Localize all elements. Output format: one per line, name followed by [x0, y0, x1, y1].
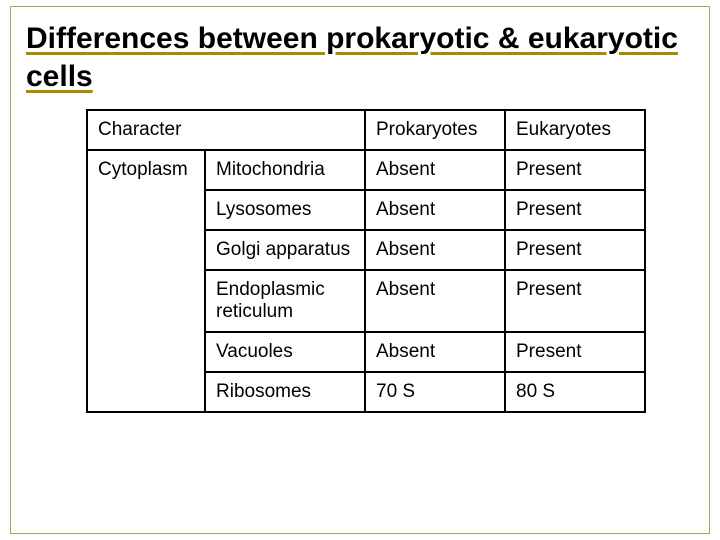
- prokaryote-cell: 70 S: [365, 372, 505, 412]
- feature-cell: Vacuoles: [205, 332, 365, 372]
- group-label-cytoplasm: Cytoplasm: [87, 150, 205, 190]
- table-header-row: Character Prokaryotes Eukaryotes: [87, 110, 645, 150]
- group-label-empty: [87, 230, 205, 270]
- prokaryote-cell: Absent: [365, 270, 505, 332]
- prokaryote-cell: Absent: [365, 150, 505, 190]
- eukaryote-cell: 80 S: [505, 372, 645, 412]
- header-eukaryotes: Eukaryotes: [505, 110, 645, 150]
- eukaryote-cell: Present: [505, 150, 645, 190]
- table-row: Endoplasmic reticulum Absent Present: [87, 270, 645, 332]
- table-row: Lysosomes Absent Present: [87, 190, 645, 230]
- table-row: Vacuoles Absent Present: [87, 332, 645, 372]
- comparison-table: Character Prokaryotes Eukaryotes Cytopla…: [86, 109, 646, 413]
- header-prokaryotes: Prokaryotes: [365, 110, 505, 150]
- table-row: Ribosomes 70 S 80 S: [87, 372, 645, 412]
- group-label-empty: [87, 270, 205, 332]
- group-label-empty: [87, 372, 205, 412]
- eukaryote-cell: Present: [505, 230, 645, 270]
- eukaryote-cell: Present: [505, 190, 645, 230]
- eukaryote-cell: Present: [505, 332, 645, 372]
- header-character: Character: [87, 110, 365, 150]
- table-row: Cytoplasm Mitochondria Absent Present: [87, 150, 645, 190]
- feature-cell: Golgi apparatus: [205, 230, 365, 270]
- prokaryote-cell: Absent: [365, 190, 505, 230]
- feature-cell: Endoplasmic reticulum: [205, 270, 365, 332]
- eukaryote-cell: Present: [505, 270, 645, 332]
- feature-cell: Lysosomes: [205, 190, 365, 230]
- prokaryote-cell: Absent: [365, 332, 505, 372]
- table-row: Golgi apparatus Absent Present: [87, 230, 645, 270]
- group-label-empty: [87, 190, 205, 230]
- feature-cell: Ribosomes: [205, 372, 365, 412]
- feature-cell: Mitochondria: [205, 150, 365, 190]
- page-title: Differences between prokaryotic & eukary…: [26, 20, 702, 95]
- prokaryote-cell: Absent: [365, 230, 505, 270]
- group-label-empty: [87, 332, 205, 372]
